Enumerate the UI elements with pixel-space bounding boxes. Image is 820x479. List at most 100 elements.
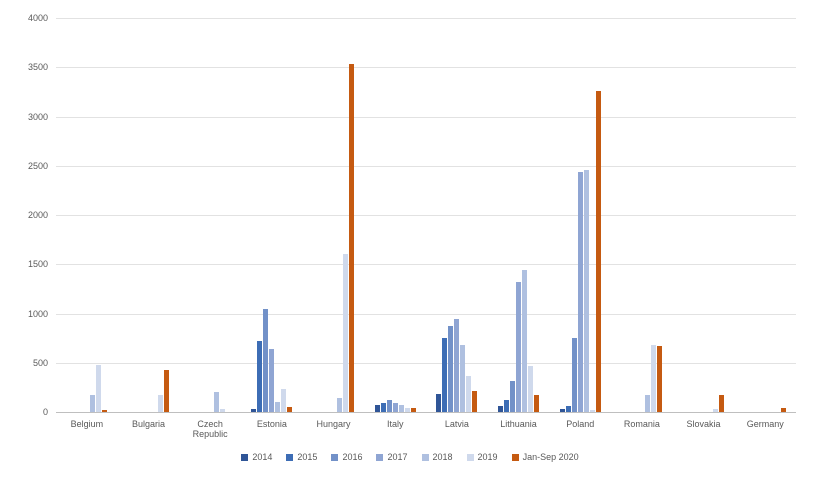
y-tick-label: 1000 xyxy=(27,308,48,319)
bar xyxy=(343,254,349,412)
bar xyxy=(404,408,410,412)
x-category-label: Bulgaria xyxy=(131,419,166,429)
bar-group xyxy=(303,18,365,412)
bar xyxy=(398,405,404,412)
bar xyxy=(263,308,269,412)
bar xyxy=(510,381,516,412)
legend-label: 2014 xyxy=(252,452,273,462)
bar xyxy=(583,169,589,412)
x-category-label: Italy xyxy=(386,419,404,429)
bar xyxy=(164,369,169,412)
bar xyxy=(498,406,504,412)
legend-label: 2019 xyxy=(477,452,498,462)
bar xyxy=(534,395,540,412)
y-tick-label: 2500 xyxy=(27,160,48,171)
legend-swatch xyxy=(421,453,429,461)
bar-group xyxy=(549,18,611,412)
bar xyxy=(96,364,102,412)
legend-item: 2014 xyxy=(241,452,272,462)
legend-label: Jan-Sep 2020 xyxy=(522,452,579,462)
bar xyxy=(657,346,663,412)
legend-item: 2015 xyxy=(286,452,317,462)
bar xyxy=(392,403,398,412)
legend-label: 2017 xyxy=(387,452,408,462)
gridline xyxy=(56,18,796,19)
plot-area xyxy=(56,18,796,413)
bar xyxy=(269,348,275,412)
bar xyxy=(571,338,577,412)
bar xyxy=(448,326,454,412)
bar-group xyxy=(118,18,180,412)
legend-swatch xyxy=(331,453,339,461)
y-tick-label: 2000 xyxy=(27,210,48,220)
bar xyxy=(374,405,380,412)
y-tick-label: 500 xyxy=(32,357,48,368)
legend-item: Jan-Sep 2020 xyxy=(511,452,579,462)
bar xyxy=(713,409,719,412)
bar xyxy=(559,409,565,412)
gridline xyxy=(56,264,796,266)
bar xyxy=(460,345,466,412)
legend-swatch xyxy=(286,453,294,461)
legend-swatch xyxy=(511,453,519,461)
bar xyxy=(251,409,257,412)
bar-group xyxy=(611,18,673,412)
y-tick-label: 4000 xyxy=(27,13,48,23)
bar-group xyxy=(426,18,488,412)
bar xyxy=(504,400,510,412)
bar xyxy=(158,395,163,412)
bar xyxy=(651,345,657,412)
bar-group xyxy=(179,18,241,412)
bar xyxy=(589,410,595,412)
gridline xyxy=(56,313,796,315)
x-category-label: Romania xyxy=(623,419,660,429)
legend-label: 2016 xyxy=(342,452,363,462)
bar xyxy=(522,270,528,412)
bar xyxy=(577,171,583,412)
y-tick-label: 3000 xyxy=(27,111,48,122)
bar xyxy=(90,395,96,412)
bar xyxy=(275,402,281,412)
x-category-label: Germany xyxy=(746,419,784,429)
bar xyxy=(595,90,601,412)
gridline xyxy=(56,67,796,69)
bar xyxy=(442,338,448,412)
legend-item: 2017 xyxy=(376,452,408,462)
bar xyxy=(454,319,460,412)
bar xyxy=(337,398,343,412)
bar xyxy=(780,408,786,412)
y-tick-label: 3500 xyxy=(27,62,48,73)
x-category-label: Czech Republic xyxy=(192,419,228,439)
bar xyxy=(645,395,651,412)
bar xyxy=(436,394,442,412)
legend-item: 2019 xyxy=(466,452,498,462)
bar xyxy=(719,395,725,412)
bar xyxy=(287,407,293,412)
bar-group xyxy=(488,18,550,412)
bar-groups xyxy=(56,18,796,412)
legend-item: 2018 xyxy=(421,452,453,462)
y-tick-label: 0 xyxy=(42,407,48,417)
x-category-label: Slovakia xyxy=(686,419,721,429)
gridline xyxy=(56,362,796,364)
bar-group xyxy=(734,18,796,412)
bar xyxy=(102,410,108,412)
x-category-label: Estonia xyxy=(256,419,287,429)
bar xyxy=(257,341,263,412)
bar xyxy=(528,365,534,412)
bar xyxy=(565,406,571,412)
gridline xyxy=(56,215,796,216)
bar xyxy=(349,64,355,412)
gridline xyxy=(56,165,796,167)
bar-group xyxy=(56,18,118,412)
x-category-label: Belgium xyxy=(70,419,104,429)
x-category-label: Latvia xyxy=(444,419,469,429)
gridline xyxy=(56,116,796,118)
legend: 2014 2015 2016 2017 2018 2019 Jan-Sep 2020 xyxy=(0,452,820,462)
legend-swatch xyxy=(376,453,384,461)
bar xyxy=(466,375,472,412)
legend-label: 2018 xyxy=(432,452,453,462)
bar xyxy=(410,408,416,412)
bar-group xyxy=(364,18,426,412)
